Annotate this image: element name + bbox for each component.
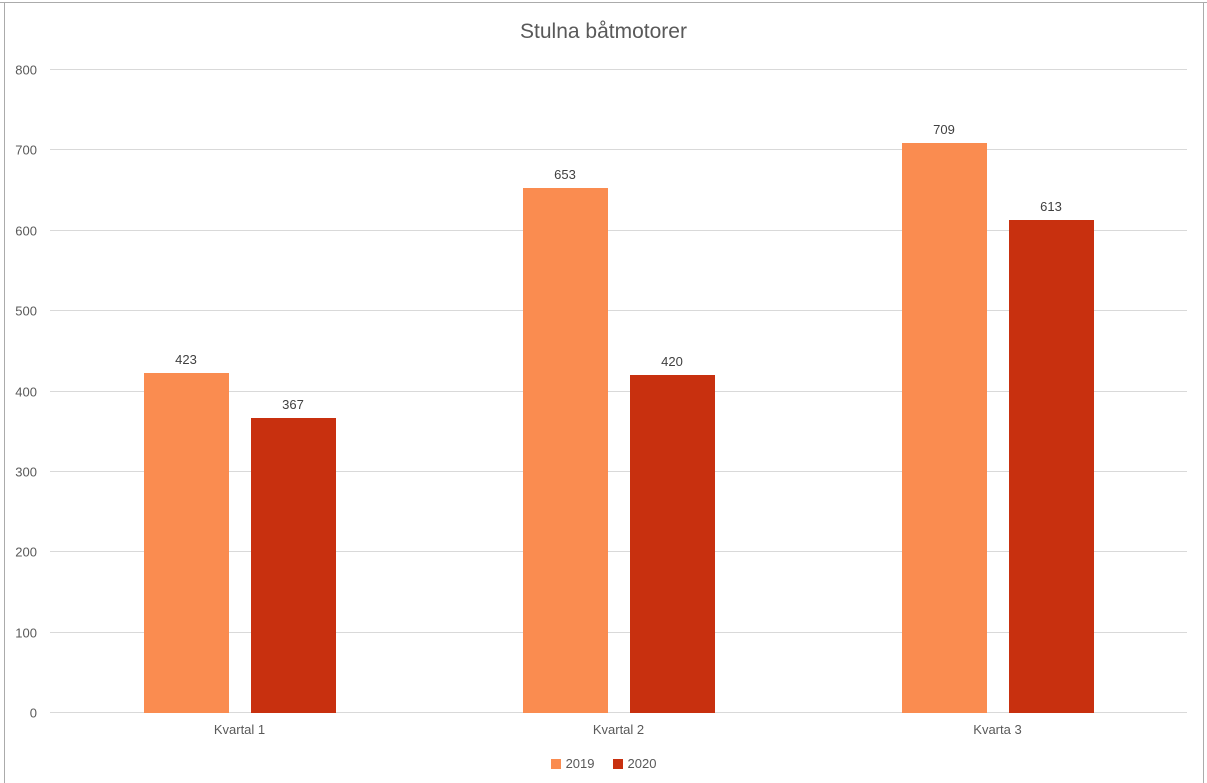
- bar-column-2019: 423: [143, 70, 229, 713]
- legend: 2019 2020: [0, 757, 1207, 770]
- y-tick-label-400: 400: [15, 384, 37, 399]
- bar-column-2020: 420: [629, 70, 715, 713]
- y-tick-label-300: 300: [15, 464, 37, 480]
- y-tick-label-200: 200: [15, 544, 37, 560]
- y-tick-label-100: 100: [15, 625, 37, 641]
- y-tick-label-600: 600: [15, 223, 37, 239]
- chart-title: Stulna båtmotorer: [520, 20, 687, 43]
- window-top-border: [0, 2, 1207, 3]
- bar-2020-kvartal-2: [629, 375, 715, 713]
- plot-area: 423 367 653 420 709 613: [50, 69, 1187, 713]
- bar-column-2020: 367: [250, 70, 336, 713]
- bar-groups: 423 367 653 420 709 613: [50, 70, 1187, 713]
- bar-value-label: 613: [1040, 199, 1062, 215]
- bar-group-2: 653 420: [429, 70, 808, 713]
- bar-group-1: 423 367: [50, 70, 429, 713]
- bar-2019-kvartal-2: [522, 188, 608, 713]
- gridline-800: [50, 69, 1187, 70]
- bar-2020-kvartal-1: [250, 418, 336, 713]
- gridline-600: [50, 229, 1187, 231]
- x-axis-label-3: Kvarta 3: [973, 722, 1022, 737]
- y-tick-label-800: 800: [15, 62, 37, 78]
- legend-label-2019: 2019: [565, 756, 595, 771]
- x-axis-label-1: Kvartal 1: [213, 722, 266, 737]
- gridline-400: [50, 390, 1187, 392]
- gridline-300: [50, 470, 1187, 472]
- gridline-100: [50, 631, 1187, 633]
- gridline-700: [50, 149, 1187, 151]
- legend-label-2020: 2020: [627, 756, 657, 771]
- x-axis: Kvartal 1 Kvartal 2 Kvarta 3: [50, 722, 1187, 742]
- bar-group-3: 709 613: [808, 70, 1187, 713]
- legend-swatch-2019: [550, 758, 561, 769]
- bar-value-label: 367: [282, 397, 304, 413]
- window-right-border: [1203, 2, 1204, 783]
- bar-value-label: 653: [554, 167, 576, 183]
- bar-2019-kvarta-3: [901, 143, 987, 713]
- legend-item-2020: 2020: [612, 756, 657, 771]
- bar-value-label: 423: [175, 352, 197, 368]
- bar-2019-kvartal-1: [143, 373, 229, 713]
- gridline-0: [50, 712, 1187, 713]
- y-tick-label-0: 0: [29, 705, 37, 721]
- window-left-border: [4, 2, 5, 783]
- legend-item-2019: 2019: [550, 756, 595, 771]
- gridline-500: [50, 310, 1187, 312]
- bar-value-label: 420: [661, 354, 683, 370]
- bar-2020-kvarta-3: [1008, 220, 1094, 713]
- bar-column-2019: 709: [901, 70, 987, 713]
- bar-value-label: 709: [933, 122, 955, 138]
- bar-column-2020: 613: [1008, 70, 1094, 713]
- y-tick-label-700: 700: [15, 142, 37, 158]
- legend-swatch-2020: [612, 758, 623, 769]
- x-axis-label-2: Kvartal 2: [592, 722, 645, 737]
- bar-column-2019: 653: [522, 70, 608, 713]
- y-tick-label-500: 500: [15, 303, 37, 319]
- gridline-200: [50, 551, 1187, 553]
- y-axis: 0 100 200 300 400 500 600 700 800: [0, 64, 43, 720]
